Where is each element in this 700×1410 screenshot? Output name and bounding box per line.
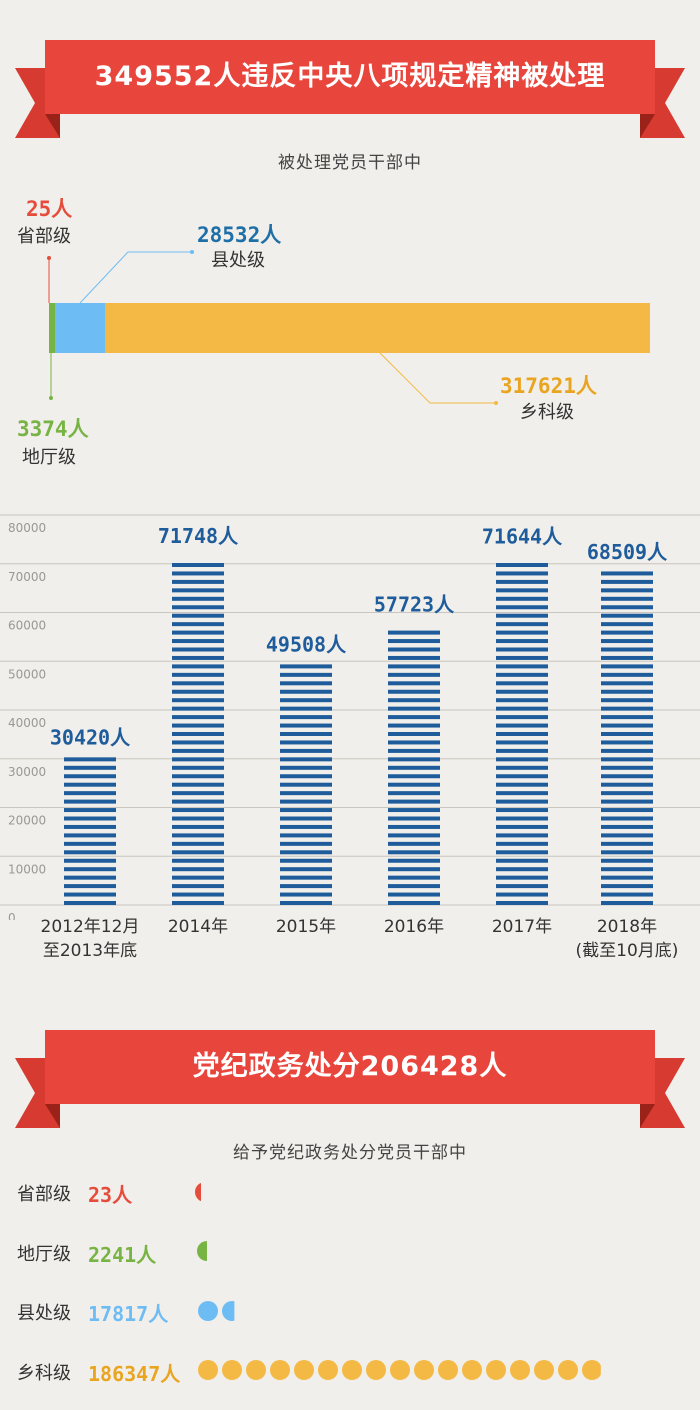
category-label: 2012年12月 至2013年底: [40, 917, 140, 961]
y-tick-label: 60000: [8, 619, 46, 633]
section1-subtitle: 被处理党员干部中: [278, 153, 422, 173]
y-tick-label: 50000: [8, 667, 46, 681]
row-label-provincial: 省部级: [17, 1184, 71, 1205]
section2-title: 党纪政务处分206428人: [192, 1051, 508, 1082]
township-label: 乡科级: [520, 402, 574, 423]
bar: [388, 630, 440, 905]
bar-value-label: 71644人: [482, 525, 563, 549]
prefectural-label: 地厅级: [22, 447, 76, 468]
category-label: 2017年: [491, 917, 553, 937]
row-value-township: 186347人: [88, 1362, 181, 1386]
main-title: 349552人违反中央八项规定精神被处理: [94, 61, 606, 92]
y-tick-label: 0: [8, 911, 16, 920]
yearly-bar-chart: 0 10000 20000 30000 40000 50000 60000 70000 8000…: [0, 514, 700, 920]
segment-township: [105, 303, 650, 353]
prefectural-value: 3374人: [17, 417, 89, 441]
y-tick-label: 20000: [8, 814, 46, 828]
dot-row: [195, 1182, 201, 1202]
county-value: 28532人: [197, 223, 282, 247]
bar: [280, 664, 332, 905]
row-value-prefectural: 2241人: [88, 1243, 157, 1267]
y-tick-label: 10000: [8, 862, 46, 876]
bar: [601, 571, 653, 905]
row-value-provincial: 23人: [88, 1183, 133, 1207]
segment-county: [55, 303, 105, 353]
bar-value-label: 57723人: [374, 593, 455, 617]
category-label: 2016年: [383, 917, 445, 937]
section2-subtitle: 给予党纪政务处分党员干部中: [233, 1143, 467, 1163]
category-label: 2018年 (截至10月底): [575, 917, 679, 961]
dot-rows-graphic: [195, 1182, 601, 1380]
category-label: 2015年: [275, 917, 337, 937]
dot-row: [198, 1301, 235, 1321]
category-label: 2014年: [167, 917, 229, 937]
row-label-township: 乡科级: [17, 1363, 71, 1384]
row-value-county: 17817人: [88, 1302, 169, 1326]
provincial-value: 25人: [26, 197, 73, 221]
y-tick-label: 30000: [8, 765, 46, 779]
township-value: 317621人: [500, 374, 597, 398]
provincial-label: 省部级: [17, 226, 71, 247]
proportion-bar-graphic: [47, 250, 650, 405]
bar: [172, 563, 224, 905]
title-ribbon-1: 349552人违反中央八项规定精神被处理: [0, 40, 700, 150]
bar: [496, 563, 548, 905]
bar-value-label: 30420人: [50, 726, 131, 750]
county-label: 县处级: [211, 250, 265, 271]
row-label-county: 县处级: [17, 1303, 71, 1324]
bar-value-label: 68509人: [587, 540, 668, 564]
dot-row: [198, 1360, 601, 1380]
y-tick-label: 40000: [8, 716, 46, 730]
bar: [64, 757, 116, 905]
ribbon-shape-2: [15, 1030, 685, 1128]
dot-row: [197, 1241, 207, 1261]
segment-prefectural: [49, 303, 55, 353]
bar-value-label: 49508人: [266, 633, 347, 657]
title-ribbon-2: 党纪政务处分206428人: [0, 1030, 700, 1140]
y-tick-label: 80000: [8, 521, 46, 535]
bar-value-label: 71748人: [158, 524, 239, 548]
row-label-prefectural: 地厅级: [17, 1244, 71, 1265]
ribbon-shape: [15, 40, 685, 138]
y-tick-label: 70000: [8, 570, 46, 584]
